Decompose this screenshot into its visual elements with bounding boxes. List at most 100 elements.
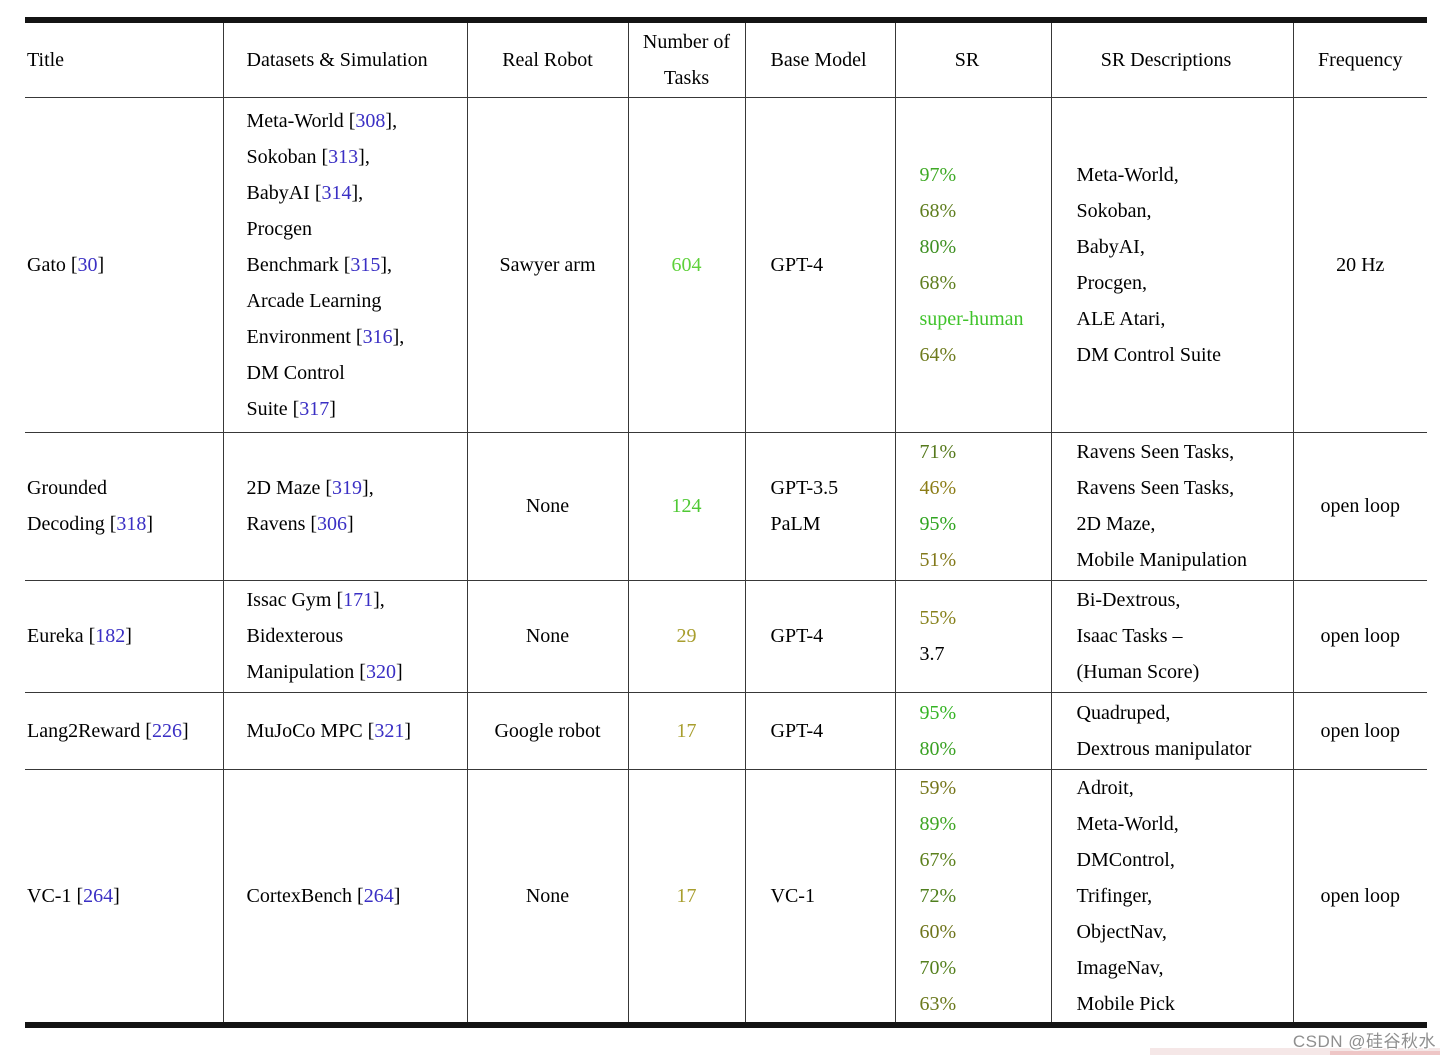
- text: Environment [: [246, 325, 363, 348]
- citation-ref[interactable]: 308: [355, 109, 386, 132]
- text: MuJoCo MPC [: [246, 719, 375, 742]
- text: None: [525, 495, 570, 517]
- text: 2D Maze,: [1076, 513, 1156, 535]
- cell-base-model: GPT-4: [745, 580, 896, 692]
- cell-line: Mobile Manipulation: [1077, 542, 1293, 578]
- cell-line: GPT-4: [771, 618, 895, 654]
- text: ALE Atari,: [1076, 307, 1166, 330]
- citation-ref[interactable]: 313: [328, 145, 359, 168]
- citation-ref[interactable]: 264: [363, 884, 394, 907]
- text: ],: [351, 181, 364, 204]
- citation-ref[interactable]: 314: [321, 181, 352, 204]
- text: Google robot: [494, 719, 601, 742]
- cell-line: open loop: [1294, 713, 1428, 749]
- citation-ref[interactable]: 171: [343, 589, 374, 611]
- cell-num-tasks: 124: [628, 432, 746, 580]
- text: Grounded: [27, 477, 107, 499]
- cell-line: Sokoban,: [1077, 193, 1293, 229]
- text: Decoding [: [27, 513, 117, 535]
- cell-line: 51%: [920, 542, 1051, 578]
- cell-real-robot: None: [467, 432, 629, 580]
- cell-line: Bi-Dextrous,: [1077, 582, 1293, 618]
- colored-value: 46%: [919, 477, 957, 499]
- cell-line: Sawyer arm: [468, 247, 628, 283]
- table-row: Eureka [182] Issac Gym [171], Bidexterous M…: [25, 580, 1427, 692]
- table-row: Grounded Decoding [318] 2D Maze [319], Rave…: [25, 432, 1427, 580]
- cell-line: 95%: [920, 506, 1051, 542]
- colored-value: 97%: [919, 163, 957, 186]
- citation-ref[interactable]: 226: [151, 719, 182, 742]
- text: Ravens Seen Tasks,: [1076, 477, 1235, 499]
- cell-line: Environment [316],: [247, 319, 467, 355]
- cell-line: Sokoban [313],: [247, 139, 467, 175]
- cell-line: ObjectNav,: [1077, 914, 1293, 950]
- text: Meta-World,: [1076, 812, 1179, 835]
- text: Ravens [: [246, 513, 318, 535]
- citation-ref[interactable]: 306: [317, 513, 348, 535]
- cell-line: 80%: [920, 731, 1051, 767]
- colored-value: 72%: [919, 884, 957, 907]
- cell-line: None: [468, 488, 628, 524]
- text: ],: [373, 589, 385, 611]
- cell-datasets: Issac Gym [171], Bidexterous Manipulation …: [223, 580, 468, 692]
- cell-line: Lang2Reward [226]: [27, 713, 222, 749]
- text: Isaac Tasks –: [1076, 625, 1183, 647]
- cell-line: Dextrous manipulator: [1077, 731, 1293, 767]
- citation-ref[interactable]: 315: [350, 253, 381, 276]
- cell-line: 63%: [920, 986, 1051, 1022]
- text: Sawyer arm: [499, 253, 596, 276]
- text: ObjectNav,: [1076, 920, 1167, 943]
- cell-line: 3.7: [920, 636, 1051, 672]
- citation-ref[interactable]: 320: [365, 661, 396, 683]
- citation-ref[interactable]: 321: [374, 719, 405, 742]
- colored-value: 60%: [919, 920, 957, 943]
- text: CortexBench [: [246, 884, 364, 907]
- text: 2D Maze [: [246, 477, 333, 499]
- cell-line: 55%: [920, 600, 1051, 636]
- cell-line: 72%: [920, 878, 1051, 914]
- cell-frequency: open loop: [1293, 769, 1427, 1025]
- text: Mobile Pick: [1076, 992, 1175, 1015]
- cell-datasets: MuJoCo MPC [321]: [223, 692, 468, 769]
- text: BabyAI,: [1076, 235, 1145, 258]
- citation-ref[interactable]: 317: [299, 397, 330, 420]
- text: open loop: [1320, 625, 1400, 647]
- colored-value: 51%: [919, 549, 957, 571]
- cell-real-robot: None: [467, 580, 629, 692]
- cell-real-robot: Google robot: [467, 692, 629, 769]
- cell-line: Isaac Tasks –: [1077, 618, 1293, 654]
- citation-ref[interactable]: 319: [332, 477, 363, 499]
- text: 3.7: [919, 643, 945, 665]
- text: open loop: [1320, 719, 1400, 742]
- cell-frequency: open loop: [1293, 432, 1427, 580]
- cell-line: DMControl,: [1077, 842, 1293, 878]
- colored-value: super-human: [919, 307, 1024, 330]
- citation-ref[interactable]: 318: [116, 513, 147, 535]
- cell-sr-desc: Ravens Seen Tasks, Ravens Seen Tasks, 2D M…: [1051, 432, 1294, 580]
- colored-value: 17: [676, 884, 697, 907]
- cell-line: Meta-World,: [1077, 157, 1293, 193]
- cell-line: 17: [629, 878, 745, 914]
- text: Suite [: [246, 397, 300, 420]
- cell-line: 20 Hz: [1294, 247, 1428, 283]
- cell-line: Manipulation [320]: [247, 654, 467, 690]
- text: VC-1 [: [27, 884, 84, 907]
- cell-line: Arcade Learning: [247, 283, 467, 319]
- cell-line: 89%: [920, 806, 1051, 842]
- cell-title: Grounded Decoding [318]: [25, 432, 224, 580]
- cell-title: Lang2Reward [226]: [25, 692, 224, 769]
- cell-line: MuJoCo MPC [321]: [247, 713, 467, 749]
- cell-line: ImageNav,: [1077, 950, 1293, 986]
- text: ]: [395, 661, 403, 683]
- text: GPT-4: [770, 625, 824, 647]
- cell-title: Gato [30]: [25, 97, 224, 432]
- citation-ref[interactable]: 182: [95, 625, 126, 647]
- colored-value: 80%: [919, 235, 957, 258]
- citation-ref[interactable]: 316: [362, 325, 393, 348]
- text: ]: [347, 513, 354, 535]
- citation-ref[interactable]: 30: [77, 253, 98, 276]
- table-body: Gato [30] Meta-World [308], Sokoban [313],…: [25, 97, 1427, 1025]
- cell-line: Suite [317]: [247, 391, 467, 427]
- citation-ref[interactable]: 264: [83, 884, 114, 907]
- cell-line: 46%: [920, 470, 1051, 506]
